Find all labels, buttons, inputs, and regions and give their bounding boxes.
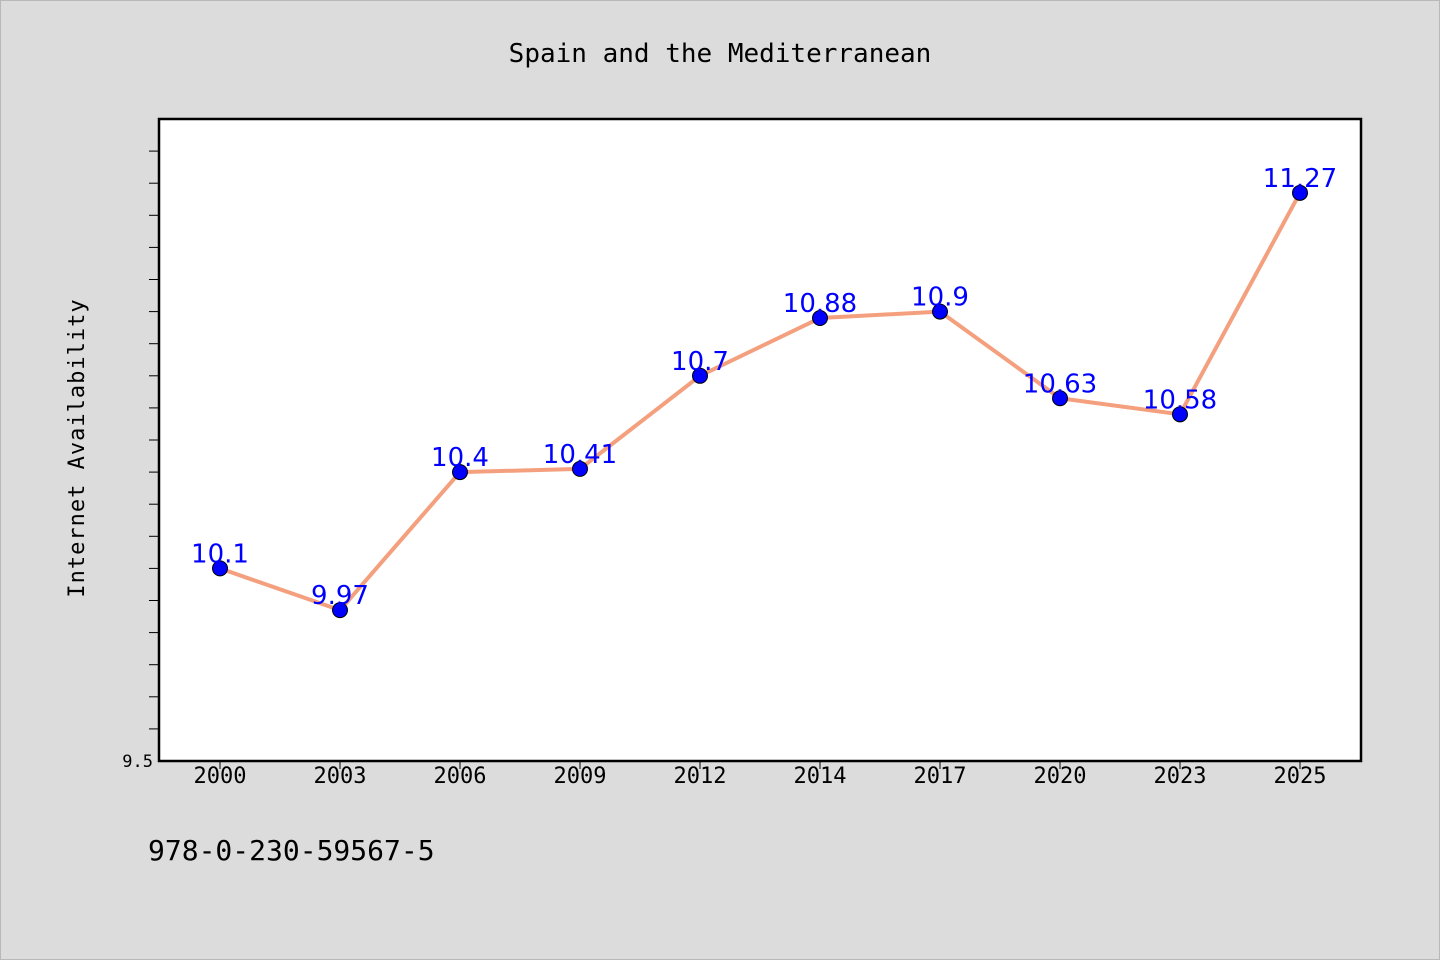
y-tick-label: 9.5 [122, 752, 153, 772]
data-label: 10.4 [431, 443, 489, 473]
data-label: 10.9 [911, 283, 969, 313]
x-tick-label: 2025 [1274, 764, 1327, 789]
data-point [812, 310, 828, 327]
data-label: 10.7 [671, 347, 729, 377]
data-labels: 10.1 9.97 10.4 10.41 10.7 10.88 10.9 10.63 10.58… [191, 164, 1337, 611]
data-point [692, 367, 708, 384]
x-tick-label: 2020 [1034, 764, 1087, 789]
data-label: 10.63 [1023, 369, 1097, 399]
data-point [212, 560, 228, 577]
data-point [572, 460, 588, 477]
x-tick-label: 2000 [194, 764, 247, 789]
data-point [932, 303, 948, 320]
x-axis-ticks: 2000 2003 2006 2009 2012 2014 2017 2020 2023 2025 [194, 761, 1327, 789]
x-tick-label: 2017 [914, 764, 967, 789]
chart-title: Spain and the Mediterranean [509, 39, 932, 69]
data-point [1052, 390, 1068, 407]
y-axis-label: Internet Availability [65, 298, 90, 597]
series-line [219, 191, 1302, 613]
data-label: 10.41 [543, 440, 617, 470]
data-label: 10.88 [783, 289, 857, 319]
x-tick-label: 2023 [1154, 764, 1207, 789]
x-tick-label: 2003 [314, 764, 367, 789]
data-label: 11.27 [1263, 164, 1337, 194]
data-point [1292, 184, 1308, 201]
x-tick-label: 2012 [674, 764, 727, 789]
data-label: 10.1 [191, 539, 249, 569]
x-tick-label: 2006 [434, 764, 487, 789]
series-line-group [219, 191, 1302, 613]
y-axis-ticks: 9.5 [122, 150, 159, 772]
x-tick-label: 2014 [794, 764, 847, 789]
data-label: 10.58 [1143, 385, 1217, 415]
data-point [452, 464, 468, 481]
data-points [212, 184, 1308, 619]
data-point [1172, 406, 1188, 423]
footer-code: 978-0-230-59567-5 [148, 834, 435, 867]
plot-area [157, 117, 1363, 763]
data-label: 9.97 [311, 581, 369, 611]
x-tick-label: 2009 [554, 764, 607, 789]
data-point [332, 602, 348, 619]
